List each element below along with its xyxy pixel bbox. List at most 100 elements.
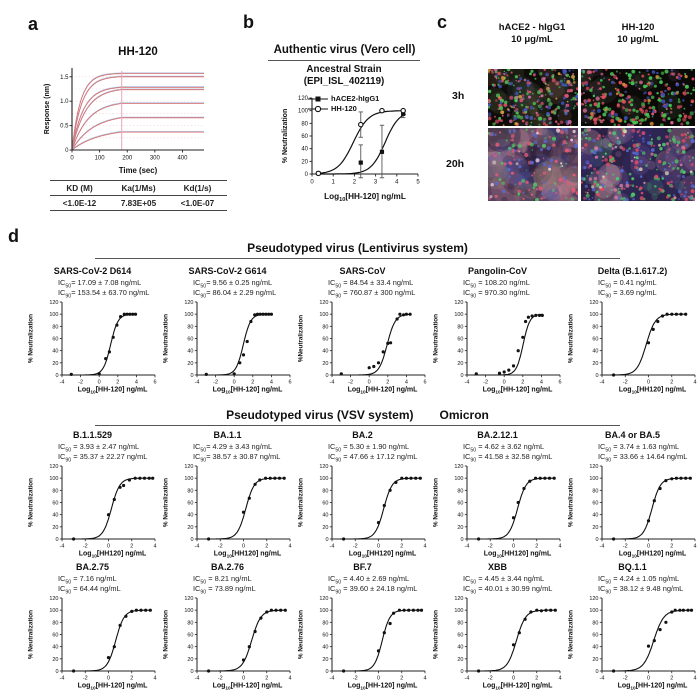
kinetics-header-kd: KD (M) <box>66 183 93 193</box>
svg-text:-2: -2 <box>83 544 88 550</box>
svg-text:-4: -4 <box>330 380 335 386</box>
svg-text:0: 0 <box>98 380 101 386</box>
svg-text:100: 100 <box>49 608 58 614</box>
svg-text:20: 20 <box>187 361 193 367</box>
svg-text:4: 4 <box>405 380 408 386</box>
svg-text:-4: -4 <box>330 544 335 550</box>
svg-text:60: 60 <box>592 501 598 507</box>
svg-text:60: 60 <box>187 501 193 507</box>
svg-text:120: 120 <box>454 464 463 470</box>
svg-text:40: 40 <box>187 645 193 651</box>
svg-text:Time (sec): Time (sec) <box>119 166 158 175</box>
ic50-value: IC50 = 4.45 ± 3.44 ng/mL <box>463 574 545 586</box>
micrograph-hace2-3h <box>488 69 578 126</box>
svg-text:0: 0 <box>647 544 650 550</box>
svg-text:0: 0 <box>368 380 371 386</box>
svg-text:2: 2 <box>386 380 389 386</box>
svg-text:Log10[HH120] ng/mL: Log10[HH120] ng/mL <box>619 551 687 559</box>
svg-text:40: 40 <box>592 645 598 651</box>
ic50-value: IC50 = 4.62 ± 3.62 ng/mL <box>463 442 545 454</box>
ic50-value: IC50 = 4.40 ± 2.69 ng/mL <box>328 574 410 586</box>
kinetics-value-kd: <1.0E-12 <box>62 198 97 208</box>
svg-text:0.5: 0.5 <box>60 124 69 130</box>
svg-text:100: 100 <box>589 476 598 482</box>
ic90-value: IC90 = 38.12 ± 9.48 ng/mL <box>598 584 684 596</box>
ic50-value: IC50 = 3.74 ± 1.63 ng/mL <box>598 442 680 454</box>
svg-text:0: 0 <box>107 676 110 682</box>
svg-text:120: 120 <box>589 596 598 602</box>
dose-plot-ba275: BA.2.75 IC50 = 7.16 ng/mL IC90 = 64.44 n… <box>25 562 160 695</box>
svg-text:20: 20 <box>187 657 193 663</box>
svg-text:-4: -4 <box>195 676 200 682</box>
svg-text:6: 6 <box>288 380 291 386</box>
svg-text:4: 4 <box>288 676 291 682</box>
ic90-value: IC90 = 3.69 ng/mL <box>598 288 657 300</box>
svg-text:0: 0 <box>595 537 598 543</box>
ic90-value: IC90= 86.04 ± 2.29 ng/mL <box>193 288 277 300</box>
svg-text:100: 100 <box>589 608 598 614</box>
plot-title: B.1.1.529 <box>72 430 113 440</box>
ic50-value: IC50 = 0.41 ng/mL <box>598 278 657 290</box>
svg-text:-2: -2 <box>348 380 353 386</box>
svg-text:20: 20 <box>322 657 328 663</box>
svg-text:Log10[HH-120] ng/mL: Log10[HH-120] ng/mL <box>348 387 419 395</box>
svg-text:Log10[HH-120] ng/mL: Log10[HH-120] ng/mL <box>324 192 406 202</box>
svg-text:0: 0 <box>242 544 245 550</box>
svg-text:2: 2 <box>353 180 357 186</box>
svg-text:80: 80 <box>322 620 328 626</box>
row-label-3h: 3h <box>452 90 465 102</box>
svg-text:20: 20 <box>52 525 58 531</box>
svg-text:80: 80 <box>592 488 598 494</box>
svg-text:60: 60 <box>457 501 463 507</box>
svg-text:0: 0 <box>512 544 515 550</box>
ic50-value: IC50 = 84.54 ± 33.4 ng/mL <box>328 278 414 290</box>
dose-response-chart: 0 20 40 60 80 100 120 -4 -2 0 2 4 6 %Neutralization Lo… <box>298 300 427 395</box>
ic90-value: IC90 = 39.60 ± 24.18 ng/mL <box>328 584 418 596</box>
row-label-20h: 20h <box>446 158 465 170</box>
svg-text:% Neutralization: % Neutralization <box>568 478 575 527</box>
svg-text:% Neutralization: % Neutralization <box>568 314 575 363</box>
svg-text:120: 120 <box>49 300 58 306</box>
svg-text:0: 0 <box>460 373 463 379</box>
vsv-title: Pseudotyped virus (VSV system) <box>226 408 414 422</box>
plot-title: XBB <box>487 562 507 572</box>
svg-text:0: 0 <box>377 544 380 550</box>
svg-text:120: 120 <box>454 300 463 306</box>
svg-text:0: 0 <box>107 544 110 550</box>
svg-text:-4: -4 <box>195 544 200 550</box>
dose-response-chart: 0 20 40 60 80 100 120 -4 -2 0 2 4 % Neutralization Lo… <box>568 300 697 395</box>
svg-text:0: 0 <box>325 669 328 675</box>
ic90-value: IC90 = 73.89 ng/mL <box>193 584 256 596</box>
svg-text:20: 20 <box>457 525 463 531</box>
svg-text:-2: -2 <box>623 544 628 550</box>
svg-text:Log10[HH120] ng/mL: Log10[HH120] ng/mL <box>79 551 147 559</box>
svg-text:0: 0 <box>190 669 193 675</box>
svg-text:0: 0 <box>242 676 245 682</box>
plot-title: BA.1.1 <box>213 430 242 440</box>
ic50-value: IC50= 9.56 ± 0.25 ng/mL <box>193 278 273 290</box>
svg-text:2: 2 <box>670 676 673 682</box>
svg-text:2: 2 <box>130 676 133 682</box>
svg-text:4: 4 <box>693 676 696 682</box>
svg-text:200: 200 <box>122 156 133 162</box>
panel-b-title: Authentic virus (Vero cell) <box>273 44 416 56</box>
svg-text:100: 100 <box>589 312 598 318</box>
ic50-value: IC50 = 8.21 ng/mL <box>193 574 252 586</box>
legend-label: hACE2-hIgG1 <box>331 94 380 103</box>
legend-label: HH-120 <box>331 104 357 113</box>
svg-text:6: 6 <box>558 380 561 386</box>
ic90-value: IC90= 153.54 ± 63.70 ng/mL <box>58 288 150 300</box>
svg-text:2: 2 <box>670 544 673 550</box>
svg-text:20: 20 <box>301 159 308 165</box>
legend-item-hh120: HH-120 <box>308 104 379 113</box>
plot-title: BA.2.76 <box>210 562 245 572</box>
svg-text:100: 100 <box>319 312 328 318</box>
svg-text:-2: -2 <box>353 544 358 550</box>
dose-response-chart: 0 20 40 60 80 100 120 -4 -2 0 2 4 % Neutralization Lo… <box>433 596 562 691</box>
plot-title: BA.2 <box>352 430 373 440</box>
svg-text:4: 4 <box>288 544 291 550</box>
svg-text:80: 80 <box>457 620 463 626</box>
plot-title: BA.2.12.1 <box>477 430 518 440</box>
svg-text:-4: -4 <box>60 544 65 550</box>
